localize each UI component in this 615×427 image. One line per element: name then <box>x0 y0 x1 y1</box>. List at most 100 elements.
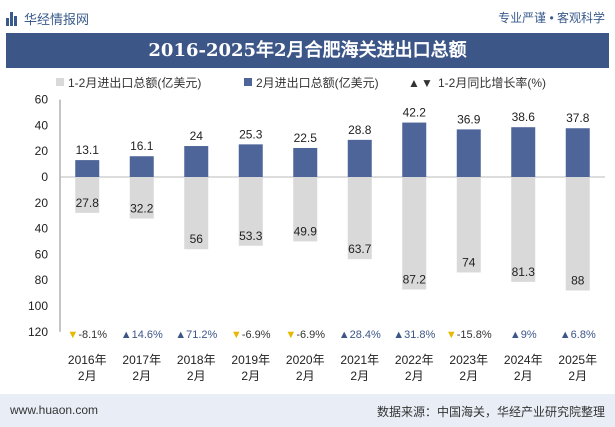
bar-janfeb <box>456 177 481 273</box>
data-label-janfeb: 56 <box>190 232 204 246</box>
website-link[interactable]: www.huaon.com <box>10 403 99 417</box>
x-tick-label-year: 2023年 <box>449 353 488 367</box>
legend-down-arrow: ▼ <box>421 76 433 90</box>
y-tick-label: 60 <box>35 93 49 107</box>
growth-value: 6.8% <box>571 329 596 341</box>
bar-janfeb <box>293 177 318 242</box>
footer: www.huaon.com 数据来源：中国海关，华经产业研究院整理 <box>0 394 615 427</box>
data-label-feb: 25.3 <box>239 127 263 141</box>
x-tick-label-month: 2月 <box>241 369 260 383</box>
bar-logo-icon <box>6 11 18 26</box>
bar-janfeb <box>511 177 536 282</box>
down-arrow-icon: ▼ <box>231 329 242 341</box>
growth-label: ▲71.2% <box>175 329 217 341</box>
data-label-janfeb: 63.7 <box>348 242 372 256</box>
growth-value: -6.9% <box>242 329 271 341</box>
chart-title: 2016-2025年2月合肥海关进出口总额 <box>148 40 467 61</box>
top-header: 华经情报网 专业严谨 • 客观科学 <box>0 0 615 33</box>
x-tick-label-year: 2017年 <box>122 353 161 367</box>
data-label-feb: 36.9 <box>457 112 481 126</box>
down-arrow-icon: ▼ <box>446 329 457 341</box>
up-arrow-icon: ▲ <box>510 329 521 341</box>
x-tick-label-year: 2019年 <box>231 353 270 367</box>
bar-janfeb <box>347 177 372 260</box>
bar-janfeb <box>565 177 590 291</box>
growth-value: 9% <box>521 329 537 341</box>
data-label-janfeb: 49.9 <box>294 224 318 238</box>
growth-label: ▲31.8% <box>393 329 435 341</box>
y-tick-label: 120 <box>28 325 48 339</box>
bar-janfeb <box>402 177 427 290</box>
data-source: 数据来源：中国海关，华经产业研究院整理 <box>376 405 605 419</box>
legend-swatch-janfeb <box>56 78 64 86</box>
x-tick-label-month: 2月 <box>514 369 533 383</box>
y-tick-label: 20 <box>35 196 49 210</box>
down-arrow-icon: ▼ <box>67 329 78 341</box>
x-tick-label-month: 2月 <box>78 369 97 383</box>
x-tick-label-month: 2月 <box>132 369 151 383</box>
up-arrow-icon: ▲ <box>339 329 350 341</box>
bar-feb <box>456 129 481 177</box>
y-tick-label: 100 <box>28 299 48 313</box>
data-label-feb: 16.1 <box>130 139 154 153</box>
bar-feb <box>347 139 372 177</box>
y-tick-label: 80 <box>35 273 49 287</box>
data-label-feb: 42.2 <box>403 106 427 120</box>
title-bar: 2016-2025年2月合肥海关进出口总额 <box>6 33 609 68</box>
growth-value: -15.8% <box>457 329 492 341</box>
data-label-janfeb: 88 <box>571 274 585 288</box>
y-tick-label: 60 <box>35 247 49 261</box>
y-tick-label: 40 <box>35 222 49 236</box>
x-tick-label-month: 2月 <box>459 369 478 383</box>
growth-label: ▼-6.9% <box>285 329 325 341</box>
x-tick-label-year: 2022年 <box>395 353 434 367</box>
up-arrow-icon: ▲ <box>121 329 132 341</box>
legend-swatch-feb <box>244 78 252 86</box>
growth-value: 14.6% <box>132 329 163 341</box>
tagline: 专业严谨 • 客观科学 <box>498 11 605 25</box>
x-tick-label-month: 2月 <box>350 369 369 383</box>
bar-feb <box>75 160 100 177</box>
brand-name: 华经情报网 <box>24 12 90 27</box>
bar-feb <box>402 122 427 177</box>
up-arrow-icon: ▲ <box>393 329 404 341</box>
down-arrow-icon: ▼ <box>285 329 296 341</box>
legend-up-arrow: ▲ <box>408 76 420 90</box>
growth-value: -8.1% <box>78 329 107 341</box>
data-label-feb: 13.1 <box>76 143 100 157</box>
legend-label-janfeb: 1-2月进出口总额(亿美元) <box>68 75 201 90</box>
growth-label: ▲6.8% <box>560 329 596 341</box>
x-tick-label-month: 2月 <box>405 369 424 383</box>
growth-label: ▼-6.9% <box>231 329 271 341</box>
data-label-feb: 38.6 <box>512 110 536 124</box>
legend-label-growth: 1-2月同比增长率(%) <box>438 75 546 90</box>
bar-janfeb <box>238 177 263 246</box>
growth-value: -6.9% <box>296 329 325 341</box>
growth-label: ▼-15.8% <box>446 329 492 341</box>
growth-label: ▲28.4% <box>339 329 381 341</box>
data-label-janfeb: 32.2 <box>130 202 154 216</box>
x-tick-label-month: 2月 <box>187 369 206 383</box>
x-tick-label-year: 2025年 <box>558 353 597 367</box>
growth-label: ▲14.6% <box>121 329 163 341</box>
x-tick-label-year: 2020年 <box>286 353 325 367</box>
x-tick-label-year: 2018年 <box>177 353 216 367</box>
data-label-janfeb: 27.8 <box>76 196 100 210</box>
data-label-feb: 37.8 <box>566 111 590 125</box>
data-label-feb: 22.5 <box>294 131 318 145</box>
up-arrow-icon: ▲ <box>175 329 186 341</box>
bar-janfeb <box>184 177 209 250</box>
data-label-janfeb: 53.3 <box>239 229 263 243</box>
bar-janfeb <box>129 177 154 219</box>
growth-label: ▲9% <box>510 329 537 341</box>
data-label-janfeb: 81.3 <box>512 265 536 279</box>
data-label-feb: 24 <box>190 129 204 143</box>
bar-feb <box>511 127 536 177</box>
bar-feb <box>238 144 263 177</box>
data-label-janfeb: 74 <box>462 255 476 269</box>
data-label-janfeb: 87.2 <box>403 272 427 286</box>
x-tick-label-month: 2月 <box>296 369 315 383</box>
x-tick-label-year: 2024年 <box>504 353 543 367</box>
bar-feb <box>293 147 318 177</box>
growth-label: ▼-8.1% <box>67 329 107 341</box>
